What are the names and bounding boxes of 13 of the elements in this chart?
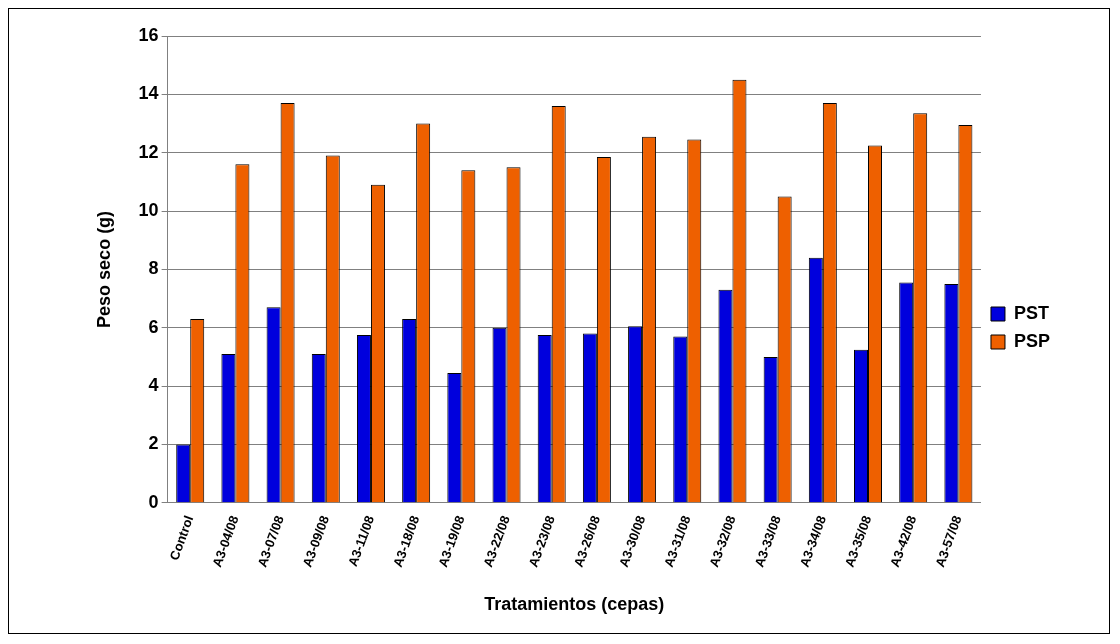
y-tick-label: 4 [148,375,159,396]
y-tick-label: 14 [138,83,159,104]
legend-label: PST [1013,302,1049,323]
y-tick-label: 0 [148,491,159,512]
x-axis-title: Tratamientos (cepas) [484,594,665,615]
y-tick-label: 6 [148,316,159,337]
y-tick-label: 12 [138,141,159,162]
y-tick-label: 16 [138,24,159,45]
y-tick-label: 8 [148,258,159,279]
y-axis-title: Peso seco (g) [93,210,114,328]
legend-label: PSP [1013,330,1051,351]
y-tick-label: 2 [148,433,159,454]
y-tick-label: 10 [138,200,159,221]
